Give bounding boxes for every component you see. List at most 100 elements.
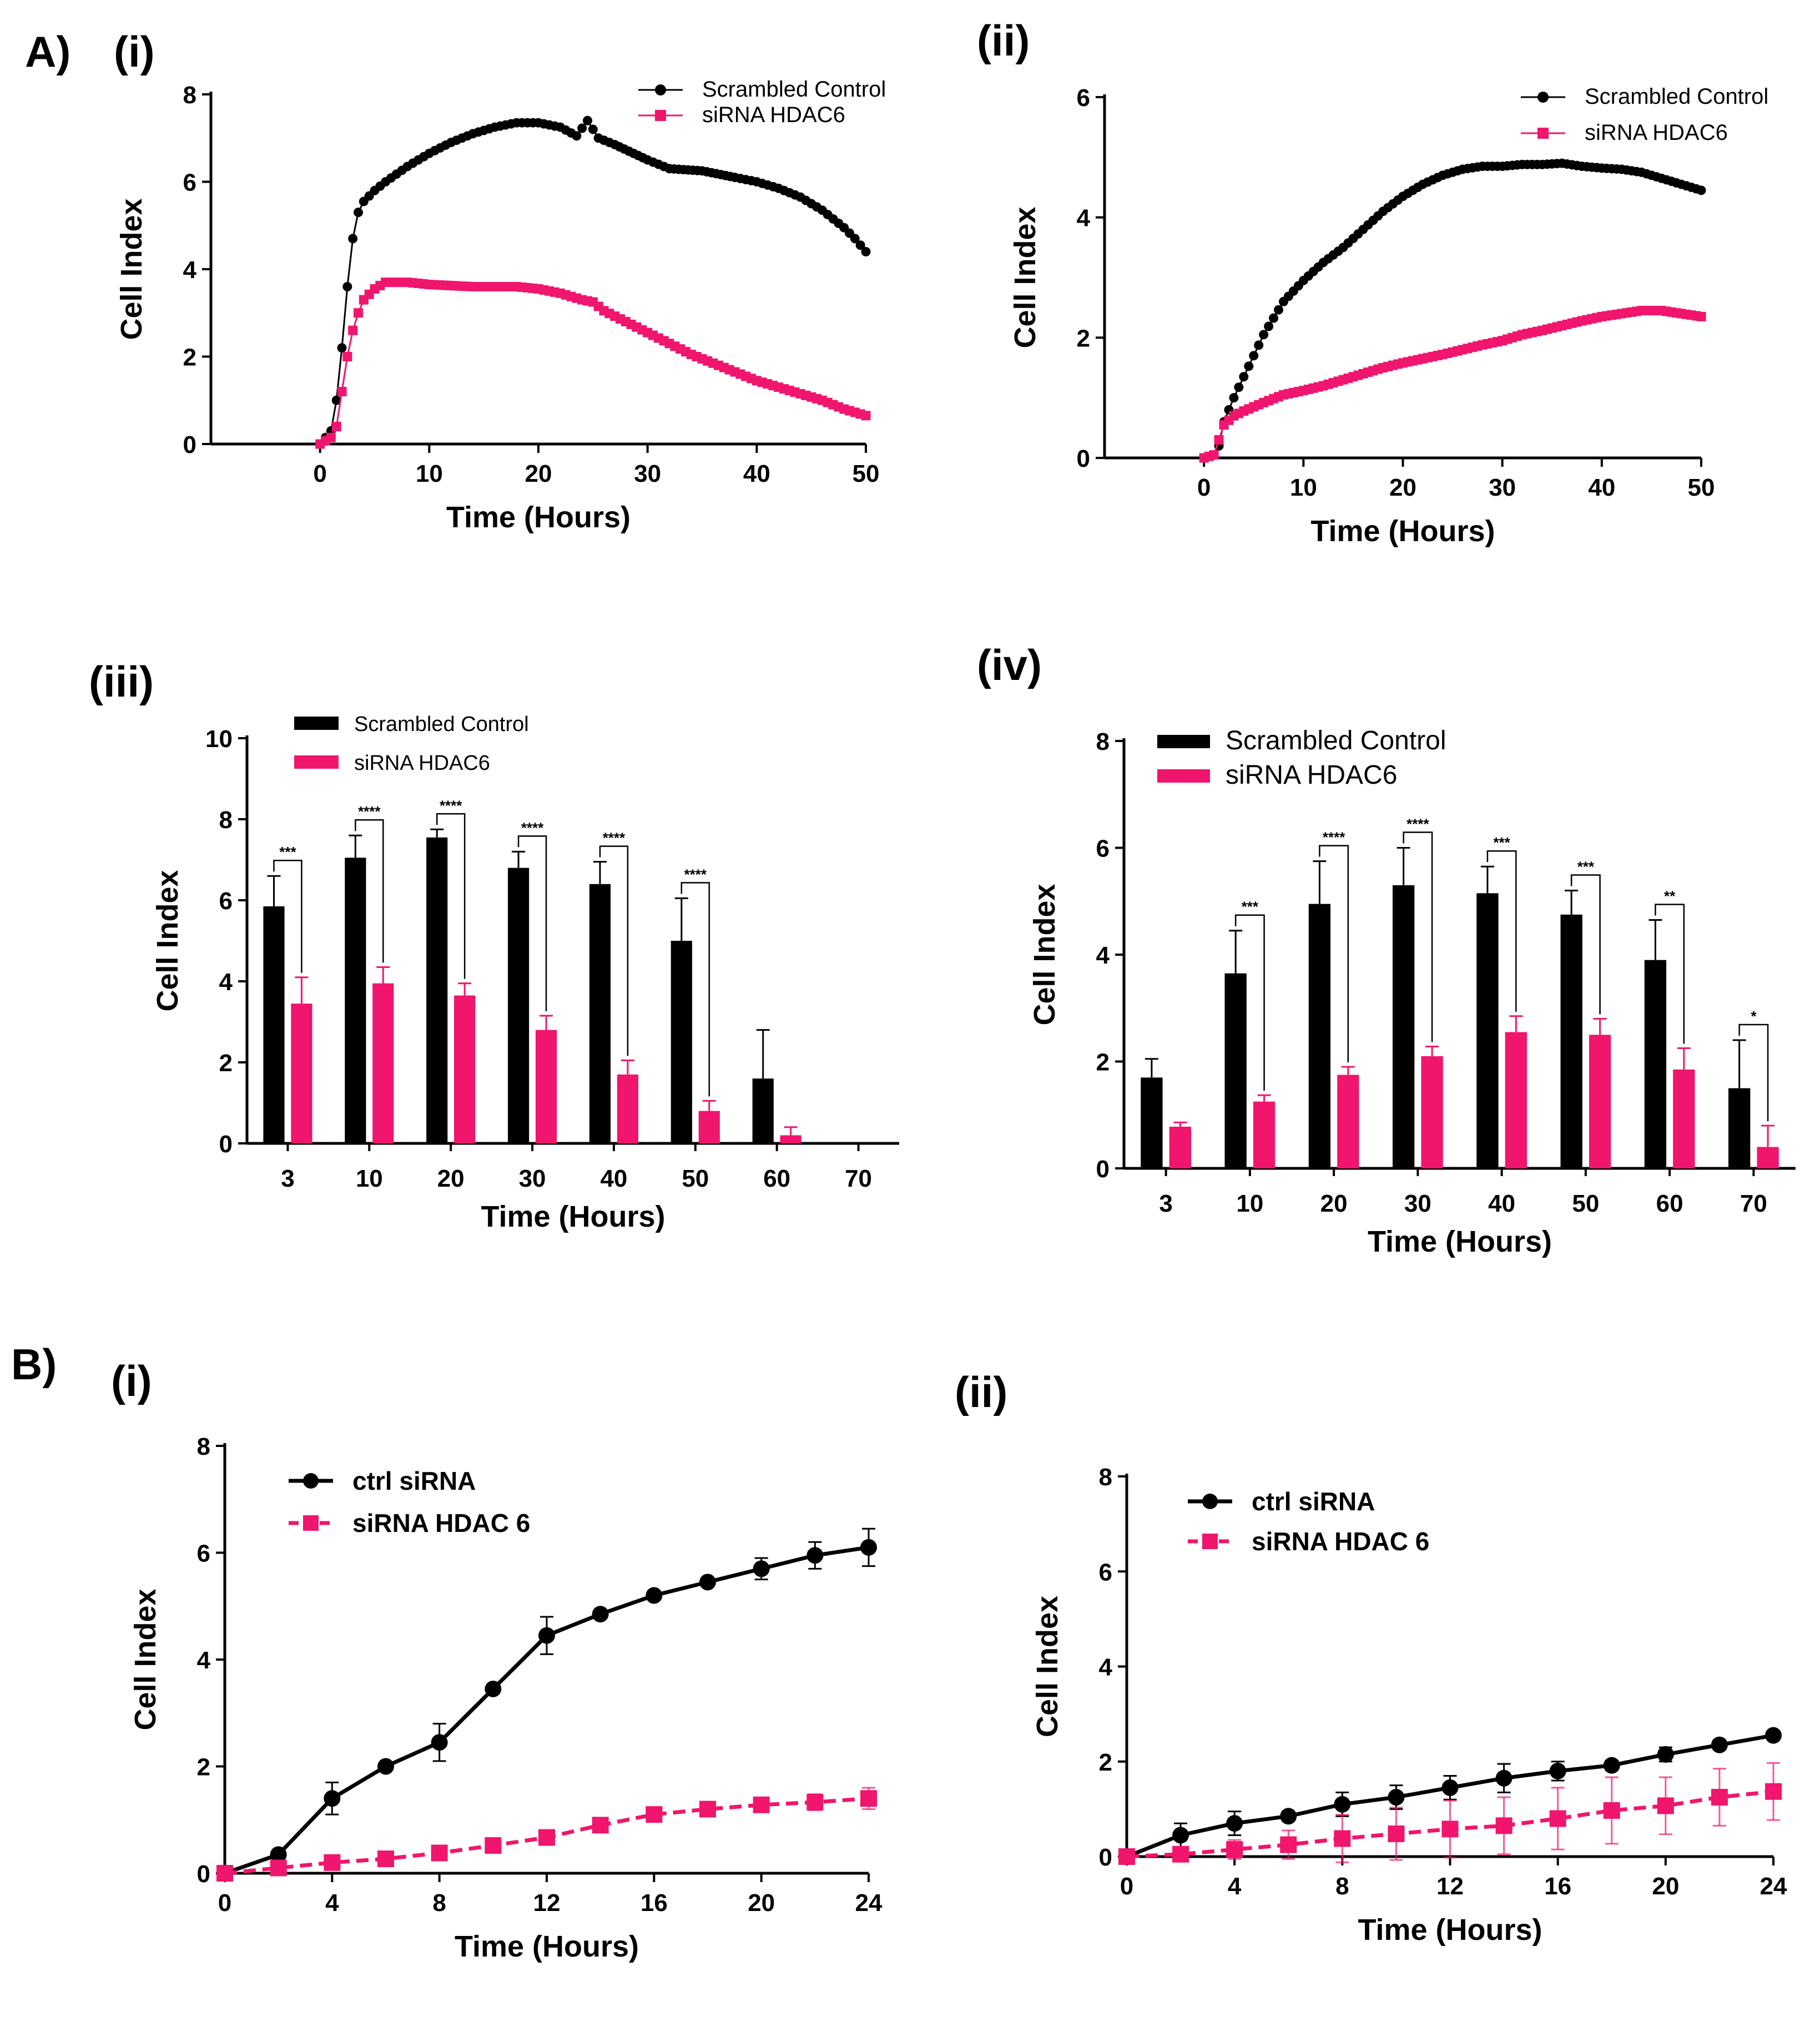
- x-tick-label: 10: [1290, 474, 1317, 501]
- legend-swatch: [1157, 769, 1210, 783]
- bar: [263, 906, 285, 1143]
- data-point: [270, 1846, 287, 1863]
- significance-bracket: ****: [517, 819, 547, 1012]
- legend-swatch: [294, 755, 339, 769]
- legend-marker: [1537, 92, 1549, 103]
- bar: [345, 858, 366, 1143]
- significance-label: ****: [603, 830, 626, 846]
- data-point: [348, 325, 358, 335]
- x-tick-label: 20: [1652, 1873, 1679, 1900]
- y-tick-label: 8: [183, 82, 196, 109]
- legend-entry: ctrl siRNA: [289, 1466, 476, 1495]
- data-point: [855, 240, 865, 250]
- legend-label: Scrambled Control: [354, 713, 529, 736]
- x-axis-label: Time (Hours): [446, 501, 631, 534]
- data-point: [699, 1801, 716, 1818]
- x-axis-label: Time (Hours): [1358, 1913, 1542, 1947]
- legend-label: Scrambled Control: [1226, 726, 1446, 755]
- bracket-line: [1403, 831, 1433, 1042]
- legend-marker: [1537, 128, 1549, 139]
- significance-label: ****: [1323, 829, 1345, 846]
- data-point: [592, 1606, 609, 1623]
- significance-bracket: ***: [273, 844, 303, 973]
- bar: [1393, 885, 1415, 1168]
- data-point: [753, 1796, 770, 1813]
- y-tick-label: 8: [1099, 1464, 1112, 1491]
- data-point: [538, 1627, 555, 1644]
- series-control: [1141, 847, 1751, 1168]
- y-tick-label: 2: [219, 1050, 233, 1077]
- y-tick-label: 0: [1096, 1156, 1110, 1183]
- y-tick-label: 6: [1099, 1559, 1112, 1586]
- bar: [372, 983, 394, 1143]
- significance-bracket: **: [1655, 888, 1685, 1044]
- panel-label-Ai: (i): [114, 27, 155, 76]
- y-tick-label: 6: [1096, 835, 1110, 863]
- y-tick-label: 2: [1096, 1049, 1110, 1076]
- data-point: [1765, 1727, 1782, 1744]
- panel-label-Aii: (ii): [977, 16, 1030, 65]
- legend-marker: [1202, 1494, 1218, 1509]
- y-tick-label: 10: [205, 725, 233, 753]
- x-tick-label: 20: [748, 1889, 775, 1917]
- data-point: [1765, 1783, 1782, 1800]
- data-point: [1172, 1845, 1189, 1863]
- data-point: [1696, 311, 1706, 321]
- y-tick-label: 6: [219, 888, 233, 915]
- data-point: [538, 1829, 555, 1846]
- bar: [1560, 914, 1582, 1168]
- bar: [834, 1142, 855, 1143]
- data-point: [354, 308, 363, 318]
- data-point: [753, 1560, 770, 1577]
- data-point: [485, 1680, 502, 1697]
- panel-label-Bi: (i): [111, 1357, 152, 1405]
- significance-bracket: ****: [436, 797, 466, 979]
- data-point: [431, 1844, 448, 1862]
- data-point: [324, 1854, 341, 1871]
- chart-Ai: 0 2 4 6 8 0 10 20 30 40 50 Cell Index Time (Hours) Sc…: [115, 77, 886, 534]
- data-point: [1280, 1808, 1297, 1825]
- x-tick-label: 0: [1120, 1873, 1133, 1900]
- data-point: [216, 1865, 233, 1882]
- x-axis-label: Time (Hours): [481, 1200, 665, 1233]
- y-axis-label: Cell Index: [151, 870, 184, 1011]
- legend-label: siRNA HDAC 6: [352, 1509, 530, 1537]
- bar: [752, 1078, 774, 1143]
- significance-label: ***: [1577, 859, 1595, 875]
- significance-label: ***: [1493, 834, 1510, 851]
- significance-bracket: ***: [1234, 899, 1265, 1091]
- x-tick-label: 0: [1197, 474, 1211, 501]
- x-tick-label: 60: [763, 1165, 790, 1192]
- legend-entry: ctrl siRNA: [1188, 1487, 1375, 1516]
- bar: [508, 868, 530, 1143]
- bracket-line: [273, 859, 303, 973]
- x-tick-label: 50: [1572, 1190, 1599, 1217]
- series-hdac6: [1118, 1762, 1782, 1865]
- data-point: [1696, 185, 1706, 195]
- data-point: [1172, 1827, 1189, 1844]
- legend-marker: [303, 1473, 319, 1489]
- panel-label-B: B): [11, 1340, 57, 1389]
- x-tick-label: 50: [853, 460, 880, 487]
- data-point: [431, 1734, 448, 1751]
- x-tick-label: 10: [1236, 1190, 1263, 1217]
- data-point: [1274, 305, 1284, 315]
- significance-bracket: ***: [1486, 834, 1517, 1012]
- data-point: [1711, 1788, 1728, 1806]
- x-tick-label: 50: [682, 1165, 709, 1192]
- x-tick-label: 10: [356, 1165, 383, 1192]
- bar: [589, 884, 611, 1143]
- bracket-line: [355, 819, 384, 963]
- data-point: [354, 208, 363, 218]
- y-axis-label: Cell Index: [1028, 884, 1061, 1025]
- x-tick-label: 60: [1656, 1190, 1683, 1217]
- data-point: [1603, 1802, 1620, 1819]
- bar: [1505, 1032, 1527, 1168]
- y-tick-label: 4: [1096, 942, 1110, 969]
- x-tick-label: 12: [533, 1889, 561, 1917]
- x-tick-label: 70: [845, 1165, 872, 1192]
- data-point: [1441, 1821, 1459, 1838]
- y-tick-label: 2: [1077, 325, 1090, 352]
